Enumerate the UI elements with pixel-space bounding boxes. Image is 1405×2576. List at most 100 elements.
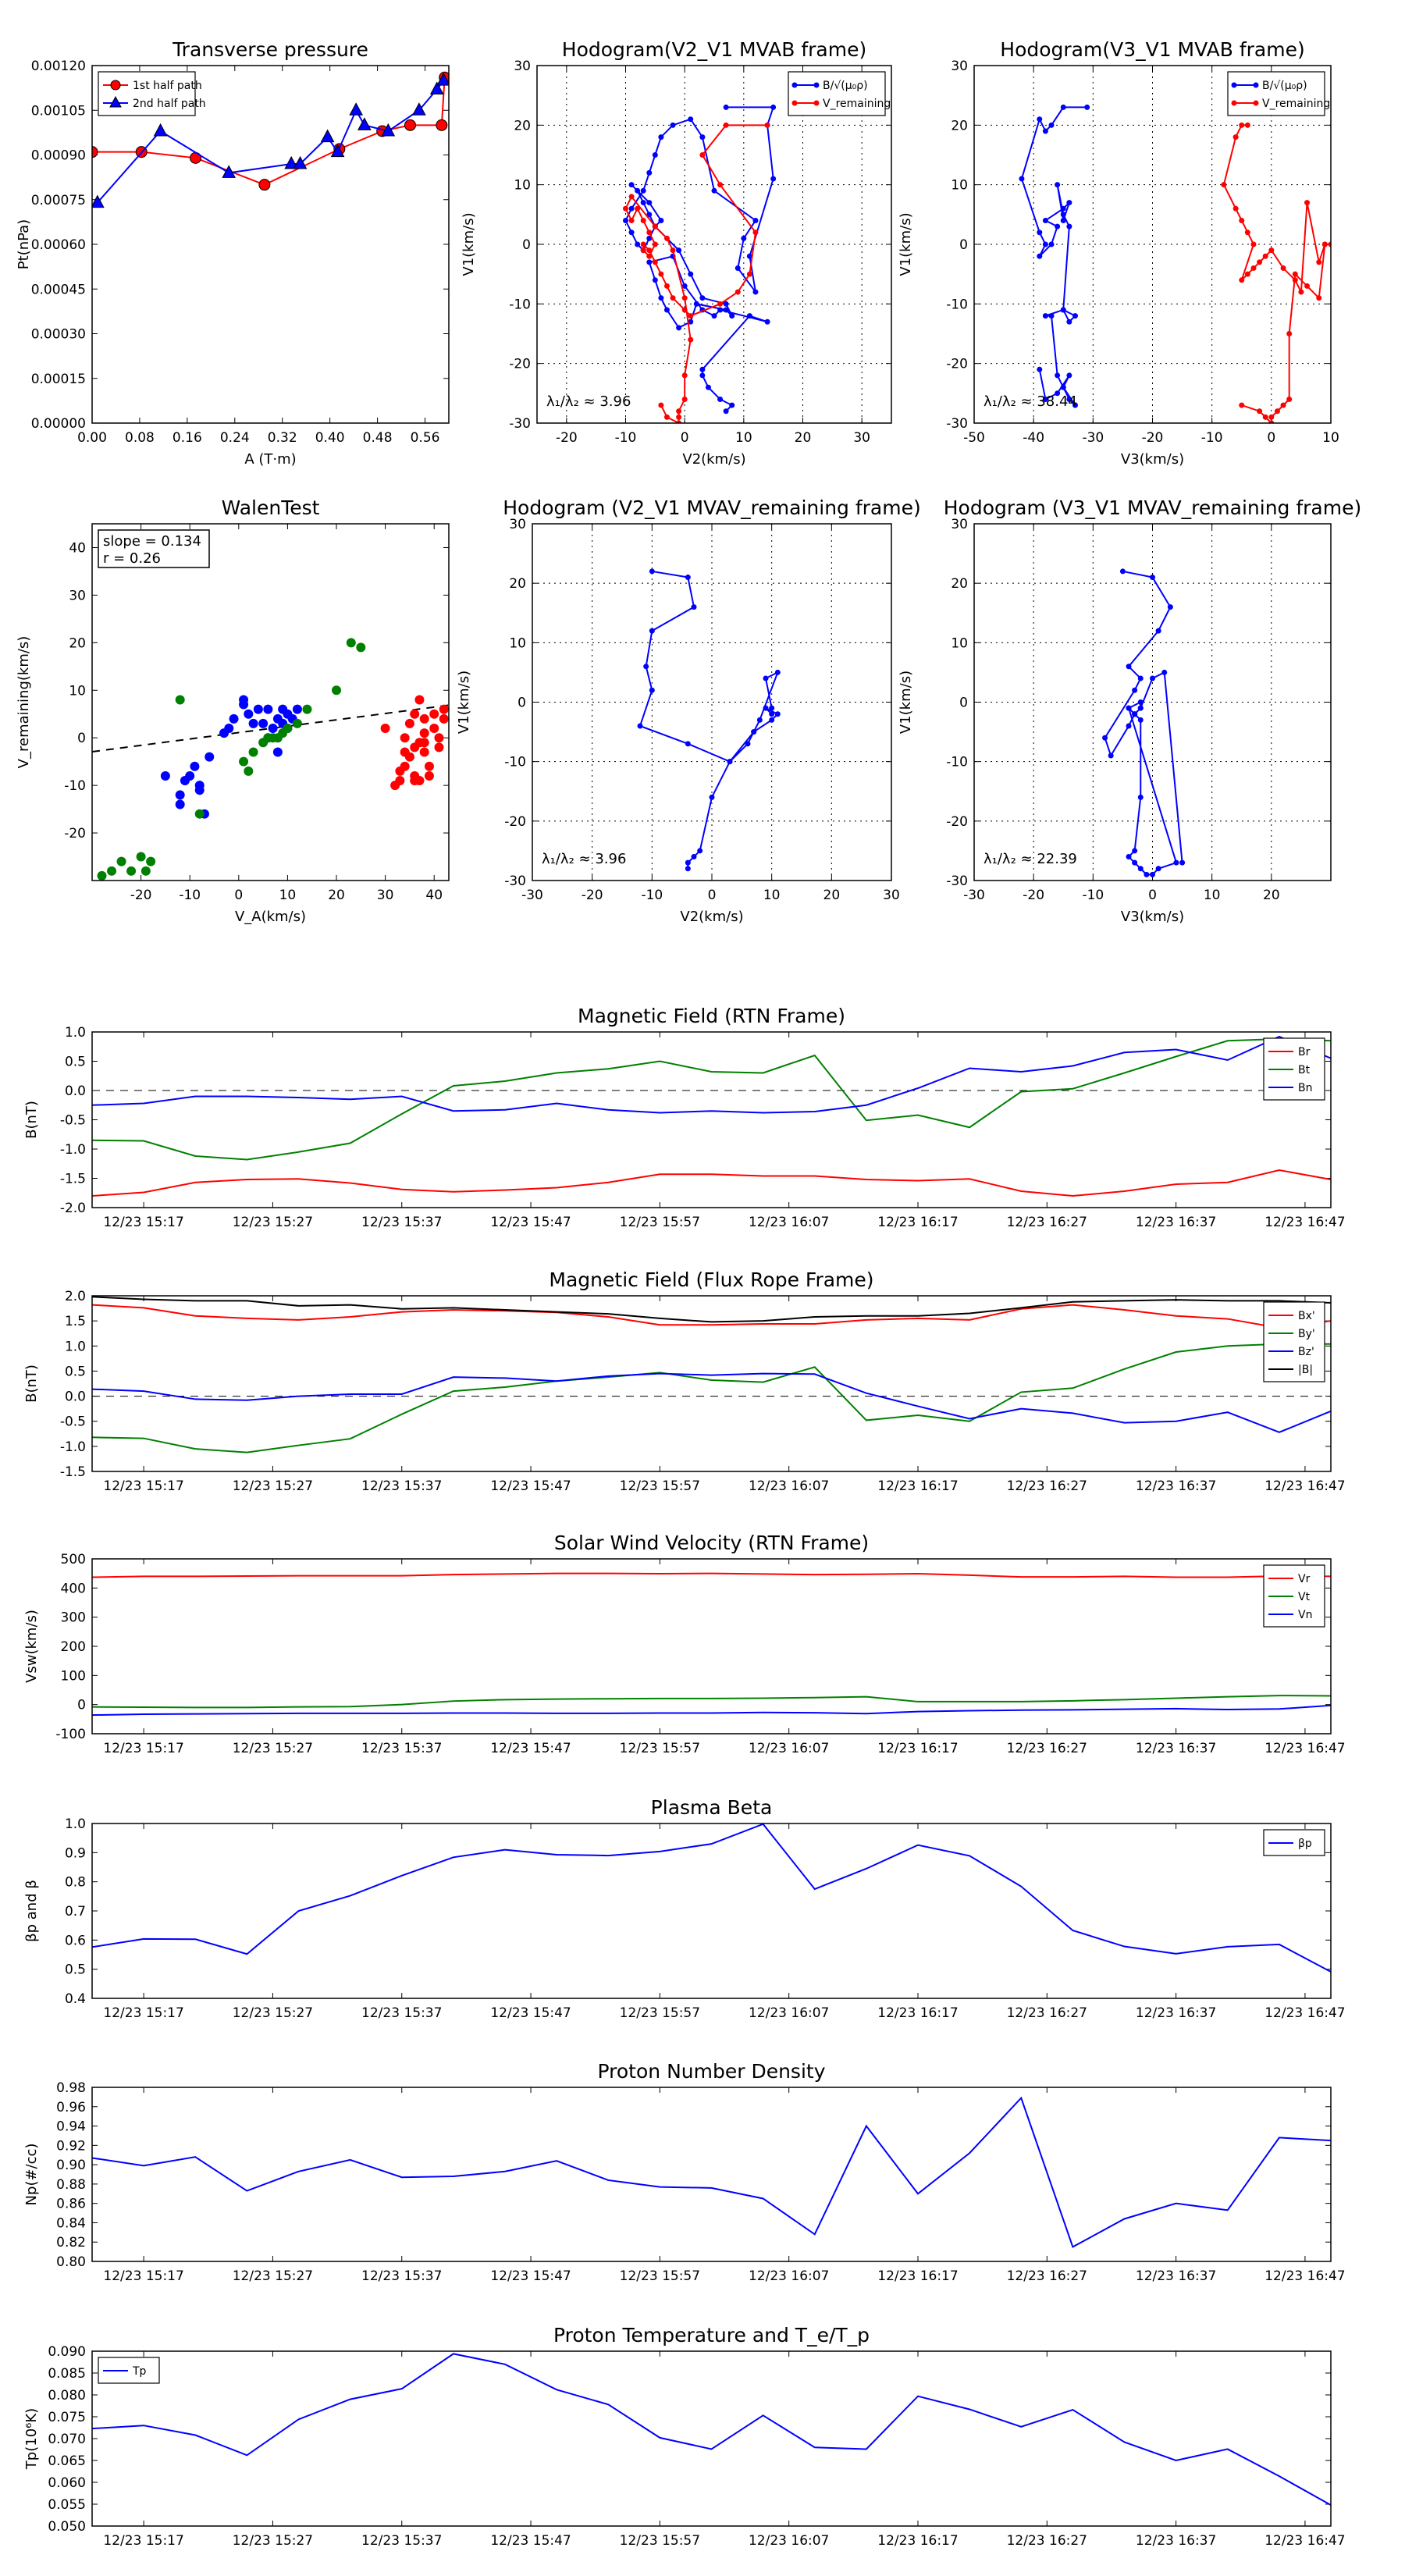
data-point — [414, 695, 425, 705]
chart-title: Hodogram(V2_V1 MVAB frame) — [562, 38, 866, 61]
data-point — [688, 318, 694, 325]
data-point — [1316, 259, 1322, 265]
legend-marker — [1231, 100, 1237, 106]
x-tick-label: 10 — [1204, 888, 1221, 903]
data-point — [302, 704, 312, 714]
x-tick-label: 12/23 15:37 — [361, 2268, 442, 2284]
x-tick-label: 12/23 15:27 — [233, 1478, 313, 1494]
plot-frame — [91, 1558, 1332, 1735]
data-point — [1155, 628, 1161, 634]
data-point — [357, 117, 372, 130]
y-tick-label: 0 — [518, 696, 526, 711]
series-0 — [637, 568, 781, 872]
data-point — [681, 307, 688, 313]
annotation-text: slope = 0.134 — [103, 533, 201, 550]
data-point — [404, 119, 416, 131]
series-line — [92, 1572, 1331, 1578]
legend-label: Tp — [132, 2365, 147, 2378]
data-point — [92, 194, 105, 208]
legend-label: Vr — [1298, 1573, 1311, 1585]
x-tick-label: 12/23 16:47 — [1264, 1215, 1345, 1230]
data-point — [646, 212, 653, 218]
y-tick-label: 10 — [69, 683, 86, 699]
data-point — [107, 866, 117, 876]
y-tick-label: -20 — [504, 814, 526, 830]
x-tick-label: 12/23 16:47 — [1264, 1478, 1345, 1494]
x-tick-label: 12/23 16:37 — [1136, 1215, 1216, 1230]
y-tick-label: 20 — [951, 118, 968, 133]
data-point — [1173, 859, 1179, 866]
y-tick-label: 1.0 — [65, 1339, 86, 1354]
series-line — [92, 1704, 1331, 1717]
x-tick-label: 12/23 16:47 — [1264, 2268, 1345, 2284]
y-tick-label: 10 — [509, 635, 526, 651]
data-point — [1072, 402, 1078, 408]
data-point — [699, 134, 706, 141]
data-point — [717, 301, 724, 307]
chart-title: Plasma Beta — [651, 1796, 773, 1819]
y-tick-label: 0.00090 — [31, 148, 86, 164]
plot-frame — [91, 523, 450, 881]
x-tick-label: 12/23 15:17 — [103, 2533, 183, 2549]
y-axis-label: V1(km/s) — [456, 671, 472, 734]
data-point — [663, 235, 670, 241]
x-tick-label: -20 — [1023, 888, 1044, 903]
y-tick-label: -1.5 — [60, 1172, 86, 1187]
data-point — [419, 747, 429, 757]
data-point — [330, 144, 345, 158]
data-point — [735, 289, 741, 295]
legend-marker — [791, 100, 798, 106]
data-point — [1286, 331, 1293, 336]
x-tick-label: -10 — [641, 888, 663, 903]
chart-hodo3: Hodogram (V2_V1 MVAV_remaining frame) -30… — [456, 496, 921, 925]
data-point — [729, 313, 735, 319]
data-point — [1150, 575, 1155, 581]
x-tick-label: 0.56 — [411, 430, 440, 446]
data-point — [272, 747, 283, 757]
data-point — [320, 129, 335, 143]
data-point — [1239, 402, 1245, 408]
x-tick-label: 12/23 15:47 — [490, 1741, 571, 1756]
plot-frame — [973, 523, 1332, 881]
x-tick-label: 12/23 15:17 — [103, 2005, 183, 2021]
series-0 — [160, 695, 302, 819]
series-0 — [1102, 568, 1186, 877]
x-tick-label: 12/23 16:07 — [749, 2268, 829, 2284]
data-point — [160, 770, 170, 781]
y-axis-label: Pt(nPa) — [16, 219, 32, 269]
data-point — [1060, 307, 1066, 313]
x-tick-label: 12/23 15:57 — [620, 1478, 700, 1494]
series-2 — [92, 1704, 1331, 1717]
y-tick-label: -30 — [504, 873, 526, 889]
legend-label: B/√(μ₀ρ) — [1262, 80, 1307, 92]
x-tick-label: -40 — [1023, 430, 1044, 446]
data-point — [1268, 247, 1275, 254]
series-2 — [92, 1035, 1331, 1114]
data-point — [640, 217, 646, 223]
x-tick-label: 12/23 16:27 — [1007, 1741, 1087, 1756]
data-point — [1042, 241, 1048, 247]
x-tick-label: 12/23 15:47 — [490, 1478, 571, 1494]
series-2 — [380, 695, 449, 791]
data-point — [1037, 229, 1043, 236]
data-point — [681, 396, 688, 402]
data-point — [194, 785, 205, 795]
series-1 — [92, 1695, 1331, 1709]
y-tick-label: 0.4 — [65, 1991, 86, 2007]
data-point — [258, 718, 269, 728]
y-tick-label: 10 — [951, 635, 968, 651]
data-point — [717, 396, 724, 402]
data-point — [1119, 568, 1126, 575]
data-point — [1126, 705, 1132, 711]
data-point — [646, 247, 653, 254]
y-tick-label: 0.065 — [48, 2453, 86, 2469]
plot-area — [1102, 568, 1186, 877]
data-point — [175, 790, 185, 800]
data-point — [412, 102, 426, 116]
data-point — [663, 283, 670, 289]
data-point — [1137, 705, 1144, 711]
y-tick-label: 0.8 — [65, 1875, 86, 1891]
data-point — [691, 604, 697, 610]
x-tick-label: 12/23 16:37 — [1136, 1478, 1216, 1494]
